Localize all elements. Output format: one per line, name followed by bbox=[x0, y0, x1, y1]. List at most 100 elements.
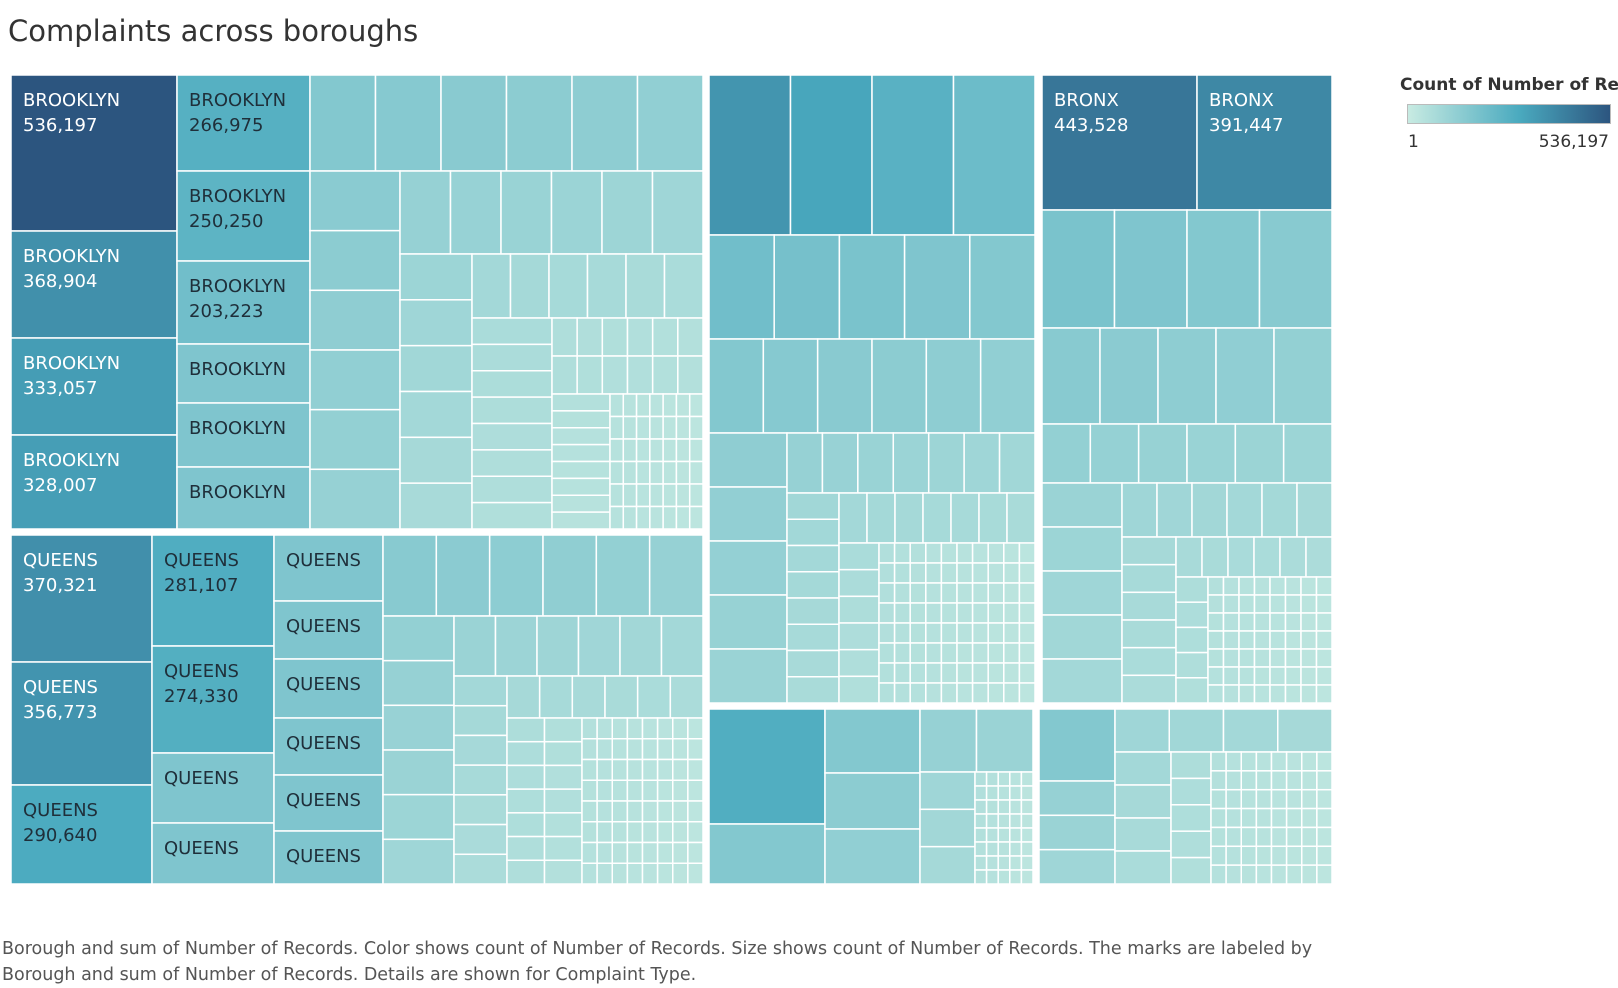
treemap-cell-170[interactable] bbox=[581, 758, 598, 781]
treemap-cell-29[interactable] bbox=[399, 299, 473, 347]
treemap-cell-352[interactable] bbox=[1018, 542, 1036, 564]
treemap-cell-145[interactable] bbox=[453, 794, 508, 826]
treemap-cell-64[interactable] bbox=[551, 460, 611, 480]
treemap-cell-47[interactable] bbox=[471, 501, 553, 530]
treemap-cell-204[interactable] bbox=[641, 800, 659, 823]
treemap-cell-201[interactable] bbox=[641, 738, 659, 761]
treemap-cell-211[interactable] bbox=[656, 779, 674, 802]
treemap-cell-316[interactable] bbox=[940, 622, 958, 644]
treemap-cell-576[interactable] bbox=[1301, 864, 1318, 885]
treemap-cell-85[interactable] bbox=[635, 505, 651, 530]
treemap-cell-2[interactable] bbox=[10, 337, 178, 436]
treemap-cell-371[interactable] bbox=[974, 785, 988, 801]
treemap-cell-38[interactable] bbox=[625, 253, 666, 319]
treemap-cell-547[interactable] bbox=[1240, 845, 1258, 866]
treemap-cell-223[interactable] bbox=[672, 862, 689, 885]
treemap-cell-132[interactable] bbox=[382, 749, 455, 796]
treemap-cell-553[interactable] bbox=[1255, 826, 1273, 848]
treemap-cell-499[interactable] bbox=[1300, 612, 1318, 632]
treemap-cell-140[interactable] bbox=[660, 615, 704, 677]
treemap-cell-526[interactable] bbox=[1170, 830, 1212, 859]
treemap-cell-342[interactable] bbox=[987, 662, 1005, 684]
treemap-cell-545[interactable] bbox=[1240, 807, 1258, 829]
treemap-cell-460[interactable] bbox=[1207, 666, 1225, 686]
treemap-cell-242[interactable] bbox=[762, 338, 819, 434]
treemap-cell-333[interactable] bbox=[971, 642, 989, 664]
treemap-cell-114[interactable] bbox=[151, 645, 275, 754]
treemap-cell-248[interactable] bbox=[708, 486, 788, 542]
treemap-cell-130[interactable] bbox=[382, 659, 455, 707]
treemap-cell-7[interactable] bbox=[176, 343, 311, 404]
treemap-cell-167[interactable] bbox=[543, 859, 583, 885]
treemap-cell-525[interactable] bbox=[1170, 804, 1212, 832]
treemap-cell-79[interactable] bbox=[622, 505, 638, 530]
treemap-cell-23[interactable] bbox=[449, 170, 502, 255]
treemap-cell-271[interactable] bbox=[950, 492, 980, 544]
treemap-cell-133[interactable] bbox=[382, 793, 455, 841]
treemap-cell-46[interactable] bbox=[471, 475, 553, 504]
treemap-cell-18[interactable] bbox=[309, 289, 401, 351]
treemap-cell-89[interactable] bbox=[649, 460, 664, 485]
treemap-cell-347[interactable] bbox=[1003, 602, 1021, 624]
treemap-cell-500[interactable] bbox=[1300, 630, 1318, 650]
treemap-cell-563[interactable] bbox=[1285, 751, 1303, 772]
treemap-cell-107[interactable] bbox=[688, 460, 704, 485]
treemap-cell-480[interactable] bbox=[1253, 648, 1271, 668]
treemap-cell-172[interactable] bbox=[581, 800, 598, 823]
treemap-cell-570[interactable] bbox=[1301, 751, 1318, 772]
treemap-cell-159[interactable] bbox=[506, 835, 546, 862]
treemap-cell-273[interactable] bbox=[1006, 492, 1036, 544]
treemap-cell-323[interactable] bbox=[956, 602, 974, 624]
treemap-cell-123[interactable] bbox=[382, 534, 438, 617]
treemap-cell-298[interactable] bbox=[909, 582, 927, 604]
treemap-cell-307[interactable] bbox=[925, 602, 943, 624]
treemap-cell-229[interactable] bbox=[687, 821, 704, 844]
treemap-cell-304[interactable] bbox=[925, 542, 943, 564]
treemap-cell-199[interactable] bbox=[626, 862, 644, 885]
treemap-cell-297[interactable] bbox=[909, 562, 927, 584]
treemap-cell-268[interactable] bbox=[866, 492, 896, 544]
treemap-cell-127[interactable] bbox=[595, 534, 651, 617]
treemap-cell-505[interactable] bbox=[1315, 594, 1333, 614]
treemap-cell-489[interactable] bbox=[1269, 684, 1287, 704]
treemap-cell-339[interactable] bbox=[987, 602, 1005, 624]
treemap-cell-16[interactable] bbox=[309, 170, 401, 232]
treemap-cell-426[interactable] bbox=[1282, 423, 1333, 484]
treemap-cell-557[interactable] bbox=[1270, 770, 1288, 791]
treemap-cell-492[interactable] bbox=[1284, 612, 1302, 632]
treemap-cell-494[interactable] bbox=[1284, 648, 1302, 668]
treemap-cell-546[interactable] bbox=[1240, 826, 1258, 848]
treemap-cell-345[interactable] bbox=[1003, 562, 1021, 584]
treemap-cell-370[interactable] bbox=[974, 771, 988, 787]
treemap-cell-220[interactable] bbox=[672, 800, 689, 823]
treemap-cell-396[interactable] bbox=[1009, 799, 1023, 815]
treemap-cell-311[interactable] bbox=[925, 682, 943, 704]
treemap-cell-568[interactable] bbox=[1285, 845, 1303, 866]
treemap-cell-154[interactable] bbox=[506, 717, 546, 743]
treemap-cell-86[interactable] bbox=[649, 393, 664, 418]
treemap-cell-425[interactable] bbox=[1234, 423, 1285, 484]
treemap-cell-544[interactable] bbox=[1240, 788, 1258, 810]
treemap-cell-578[interactable] bbox=[1316, 770, 1333, 791]
treemap-cell-400[interactable] bbox=[1009, 855, 1023, 871]
treemap-cell-383[interactable] bbox=[985, 841, 999, 857]
treemap-cell-321[interactable] bbox=[956, 562, 974, 584]
treemap-cell-581[interactable] bbox=[1316, 826, 1333, 848]
treemap-cell-11[interactable] bbox=[374, 74, 442, 172]
treemap-cell-93[interactable] bbox=[662, 415, 678, 440]
treemap-cell-313[interactable] bbox=[940, 562, 958, 584]
treemap-cell-468[interactable] bbox=[1222, 684, 1240, 704]
treemap-cell-228[interactable] bbox=[687, 800, 704, 823]
treemap-cell-434[interactable] bbox=[1191, 482, 1228, 538]
treemap-cell-99[interactable] bbox=[675, 415, 691, 440]
treemap-cell-445[interactable] bbox=[1201, 536, 1229, 578]
treemap-cell-517[interactable] bbox=[1222, 708, 1279, 753]
treemap-cell-428[interactable] bbox=[1041, 526, 1123, 572]
treemap-cell-178[interactable] bbox=[596, 758, 613, 781]
treemap-cell-1[interactable] bbox=[10, 230, 178, 339]
treemap-cell-303[interactable] bbox=[909, 682, 927, 704]
treemap-cell-215[interactable] bbox=[656, 862, 674, 885]
treemap-cell-519[interactable] bbox=[1114, 751, 1172, 786]
treemap-cell-385[interactable] bbox=[985, 869, 999, 885]
treemap-cell-227[interactable] bbox=[687, 779, 704, 802]
